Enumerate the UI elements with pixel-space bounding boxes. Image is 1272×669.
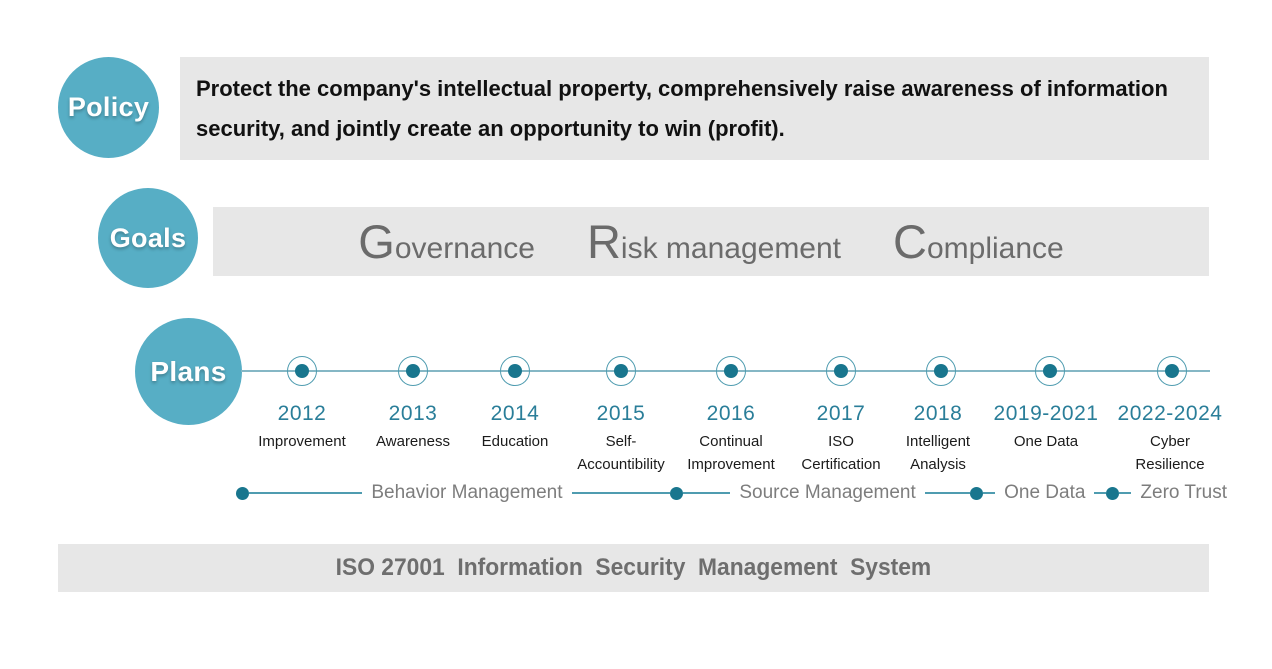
timeline-node-icon — [500, 356, 530, 386]
phase-label-source-management: Source Management — [739, 482, 916, 503]
milestone-2016: 2016 Continual Improvement — [649, 402, 813, 476]
footer-bar: ISO 27001 Information Security Managemen… — [58, 544, 1209, 592]
policy-badge: Policy — [58, 57, 159, 158]
phase-label-behavior-management: Behavior Management — [371, 482, 563, 503]
phase-dot-icon — [236, 486, 249, 500]
phase-row: Behavior Management Source Management On… — [236, 481, 1236, 505]
footer-title: ISO 27001 Information Security Managemen… — [335, 554, 932, 581]
timeline-node-icon — [926, 356, 956, 386]
milestone-year: 2019-2021 — [993, 402, 1099, 425]
timeline-node-icon — [1035, 356, 1065, 386]
phase-connector — [983, 492, 996, 494]
milestone-2012: 2012 Improvement — [220, 402, 384, 454]
milestone-year: 2012 — [277, 402, 327, 425]
policy-statement-box: Protect the company's intellectual prope… — [180, 57, 1209, 160]
phase-dot-icon — [1106, 486, 1120, 500]
milestone-label: Cyber Resilience — [1135, 433, 1205, 473]
milestone-label: Improvement — [258, 433, 346, 450]
timeline-node-icon — [398, 356, 428, 386]
phase-dot-icon — [670, 486, 684, 500]
timeline-node-icon — [606, 356, 636, 386]
goal-risk-rest: isk management — [620, 232, 842, 265]
milestone-2014: 2014 Education — [433, 402, 597, 454]
phase-label-zero-trust: Zero Trust — [1140, 482, 1227, 503]
milestone-year: 2022-2024 — [1117, 402, 1223, 425]
timeline-node-icon — [826, 356, 856, 386]
milestone-label: Education — [481, 433, 549, 450]
milestone-year: 2013 — [388, 402, 438, 425]
goal-governance-initial: G — [358, 215, 395, 268]
milestone-2013: 2013 Awareness — [331, 402, 495, 454]
milestone-2018: 2018 Intelligent Analysis — [856, 402, 1020, 476]
milestone-label: Continual Improvement — [687, 433, 775, 473]
milestone-label: Self- Accountibility — [577, 433, 665, 473]
plans-badge-label: Plans — [150, 355, 227, 387]
phase-connector — [683, 492, 731, 494]
goal-risk-initial: R — [586, 215, 621, 268]
milestone-label: Awareness — [376, 433, 450, 450]
timeline-node-icon — [716, 356, 746, 386]
timeline-node-icon — [287, 356, 317, 386]
goal-compliance-rest: ompliance — [926, 232, 1064, 265]
goals-banner: Governance Risk management Compliance — [213, 207, 1209, 276]
phase-connector — [1094, 492, 1107, 494]
milestone-2022-2024: 2022-2024 Cyber Resilience — [1088, 402, 1252, 476]
milestone-label: Intelligent Analysis — [905, 433, 971, 473]
milestone-label: ISO Certification — [801, 433, 881, 473]
milestone-year: 2017 — [816, 402, 866, 425]
plans-badge: Plans — [135, 318, 242, 425]
phase-label-one-data: One Data — [1004, 482, 1086, 503]
milestone-year: 2014 — [490, 402, 540, 425]
goal-compliance-initial: C — [893, 215, 927, 268]
policy-badge-label: Policy — [67, 92, 150, 122]
policy-statement-text: Protect the company's intellectual prope… — [196, 75, 1168, 141]
timeline-node-icon — [1157, 356, 1187, 386]
goals-badge-label: Goals — [109, 222, 187, 253]
milestone-2017: 2017 ISO Certification — [759, 402, 923, 476]
milestone-label: One Data — [1013, 433, 1079, 450]
phase-dot-icon — [970, 486, 984, 500]
goal-governance-rest: overnance — [394, 232, 535, 265]
milestone-year: 2015 — [596, 402, 646, 425]
goal-compliance: Compliance — [893, 214, 1064, 269]
phase-connector — [924, 492, 971, 494]
goal-governance: Governance — [358, 214, 535, 269]
milestone-year: 2016 — [706, 402, 756, 425]
goal-risk-management: Risk management — [587, 214, 841, 269]
milestone-year: 2018 — [913, 402, 963, 425]
phase-connector — [249, 492, 363, 494]
milestone-2015: 2015 Self- Accountibility — [539, 402, 703, 476]
milestone-2019-2021: 2019-2021 One Data — [964, 402, 1128, 454]
goals-badge: Goals — [98, 188, 198, 288]
phase-connector — [571, 492, 671, 494]
phase-connector — [1119, 492, 1132, 494]
